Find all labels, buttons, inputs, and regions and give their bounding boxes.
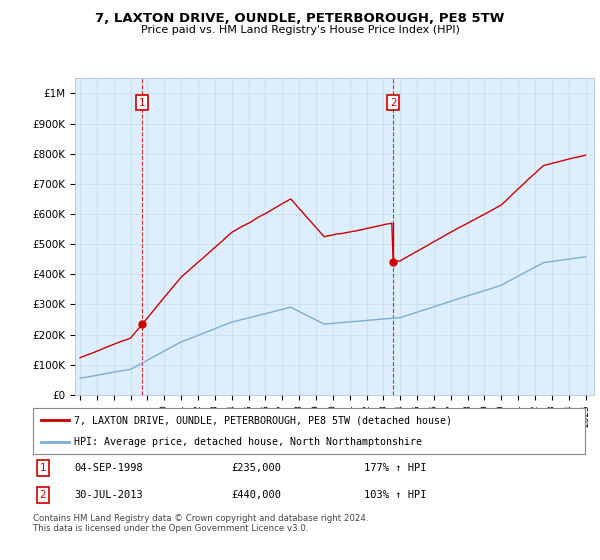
Text: 7, LAXTON DRIVE, OUNDLE, PETERBOROUGH, PE8 5TW: 7, LAXTON DRIVE, OUNDLE, PETERBOROUGH, P… — [95, 12, 505, 25]
Text: 2: 2 — [40, 490, 46, 500]
Text: Contains HM Land Registry data © Crown copyright and database right 2024.
This d: Contains HM Land Registry data © Crown c… — [33, 514, 368, 533]
Text: 1: 1 — [139, 97, 145, 108]
Text: 04-SEP-1998: 04-SEP-1998 — [74, 463, 143, 473]
Text: 103% ↑ HPI: 103% ↑ HPI — [364, 490, 427, 500]
Text: 7, LAXTON DRIVE, OUNDLE, PETERBOROUGH, PE8 5TW (detached house): 7, LAXTON DRIVE, OUNDLE, PETERBOROUGH, P… — [74, 415, 452, 425]
Text: £235,000: £235,000 — [232, 463, 282, 473]
Text: Price paid vs. HM Land Registry's House Price Index (HPI): Price paid vs. HM Land Registry's House … — [140, 25, 460, 35]
Text: 30-JUL-2013: 30-JUL-2013 — [74, 490, 143, 500]
Text: 2: 2 — [390, 97, 397, 108]
Text: HPI: Average price, detached house, North Northamptonshire: HPI: Average price, detached house, Nort… — [74, 437, 422, 447]
Text: 177% ↑ HPI: 177% ↑ HPI — [364, 463, 427, 473]
Text: 1: 1 — [40, 463, 46, 473]
Text: £440,000: £440,000 — [232, 490, 282, 500]
